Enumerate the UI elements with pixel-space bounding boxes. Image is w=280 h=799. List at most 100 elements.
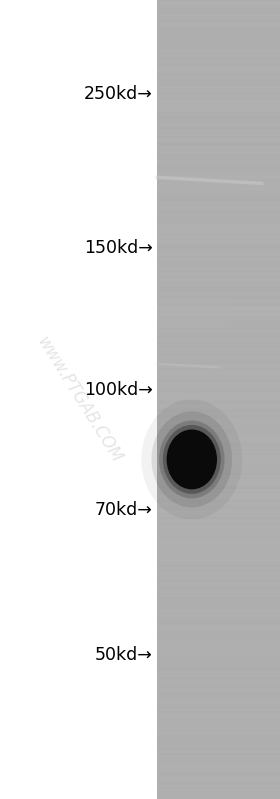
Bar [157, 344, 280, 346]
Bar [157, 727, 280, 729]
Bar [157, 655, 280, 658]
Bar [157, 465, 280, 468]
Bar [157, 651, 280, 654]
Bar [157, 763, 280, 765]
Bar [157, 312, 280, 314]
Bar [157, 743, 280, 745]
Bar [157, 757, 280, 760]
Bar [157, 214, 280, 217]
Bar [157, 348, 280, 350]
Bar [157, 611, 280, 614]
Bar [157, 455, 280, 458]
Bar [157, 529, 280, 532]
Bar [157, 308, 280, 310]
Bar [157, 301, 280, 304]
Bar [157, 96, 280, 98]
Bar [157, 739, 280, 741]
Bar [157, 260, 280, 262]
Bar [157, 721, 280, 724]
Bar [157, 446, 280, 448]
Bar [157, 60, 280, 62]
Bar [157, 161, 280, 165]
Bar [157, 507, 280, 510]
Bar [157, 649, 280, 652]
Bar [157, 306, 280, 316]
Bar [157, 654, 280, 656]
Bar [157, 487, 280, 490]
Bar [157, 121, 280, 125]
Bar [157, 521, 280, 524]
Bar [157, 718, 280, 720]
Bar [157, 401, 280, 404]
Bar [157, 108, 280, 110]
Bar [157, 304, 280, 306]
Bar [157, 86, 280, 89]
Bar [157, 493, 280, 496]
Bar [157, 116, 280, 118]
Bar [157, 602, 280, 604]
Bar [157, 284, 280, 286]
Bar [157, 270, 280, 272]
Bar [157, 419, 280, 422]
Bar [157, 170, 280, 173]
Bar [157, 506, 280, 508]
Bar [157, 550, 280, 552]
Bar [157, 145, 280, 149]
Bar [157, 384, 280, 386]
Bar [157, 462, 280, 464]
Bar [157, 113, 280, 117]
Bar [157, 646, 280, 648]
Bar [157, 593, 280, 596]
Bar [157, 36, 280, 38]
Bar [157, 451, 280, 454]
Bar [157, 8, 280, 10]
Text: 250kd→: 250kd→ [84, 85, 153, 103]
Bar [157, 101, 280, 105]
Bar [157, 2, 280, 5]
Bar [157, 46, 280, 49]
Bar [157, 289, 280, 292]
Bar [157, 56, 280, 58]
Bar [157, 703, 280, 706]
Bar [157, 332, 280, 334]
Bar [157, 249, 280, 252]
Bar [157, 797, 280, 799]
Bar [157, 407, 280, 410]
Bar [157, 711, 280, 714]
Bar [157, 679, 280, 682]
Bar [157, 262, 280, 264]
Bar [157, 571, 280, 574]
Bar [157, 124, 280, 126]
Bar [157, 623, 280, 626]
Bar [157, 292, 280, 294]
Bar [157, 614, 280, 616]
Bar [157, 479, 280, 482]
Bar [157, 273, 280, 276]
Bar [157, 755, 280, 757]
Bar [157, 567, 280, 570]
Bar [157, 781, 280, 784]
Bar [157, 665, 280, 668]
Bar [157, 220, 280, 222]
Bar [157, 337, 280, 340]
Ellipse shape [141, 400, 242, 519]
Bar [157, 285, 280, 288]
Bar [157, 683, 280, 686]
Bar [157, 499, 280, 502]
Bar [157, 272, 280, 274]
Bar [157, 14, 280, 17]
Bar [157, 749, 280, 752]
Bar [157, 551, 280, 554]
Ellipse shape [163, 425, 221, 494]
Bar [157, 526, 280, 528]
Bar [157, 248, 280, 250]
Bar [157, 22, 280, 25]
Bar [157, 68, 280, 70]
Bar [157, 481, 280, 484]
Bar [157, 20, 280, 22]
Bar [157, 495, 280, 498]
Bar [157, 719, 280, 721]
Bar [157, 606, 280, 608]
Bar [157, 641, 280, 644]
Bar [157, 733, 280, 736]
